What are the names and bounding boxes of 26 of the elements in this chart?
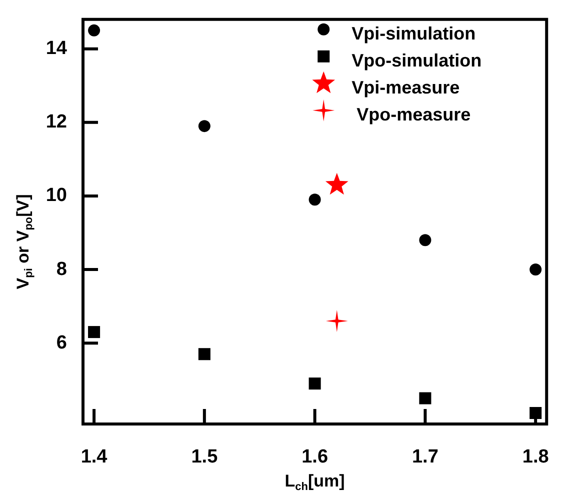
point xyxy=(198,120,210,132)
x-tick-label: 1.4 xyxy=(80,446,108,468)
point xyxy=(308,378,321,390)
y-tick-label: 12 xyxy=(46,112,67,133)
point xyxy=(88,24,100,36)
x-tick-label: 1.7 xyxy=(412,446,438,468)
point xyxy=(530,264,542,276)
point xyxy=(419,392,432,404)
point xyxy=(88,326,100,338)
y-tick-label: 8 xyxy=(56,258,67,280)
legend-label: Vpo-measure xyxy=(356,104,471,124)
point xyxy=(326,310,348,332)
y-tick-label: 6 xyxy=(56,332,67,354)
x-tick-label: 1.6 xyxy=(302,446,328,468)
x-tick-label: 1.5 xyxy=(191,446,218,468)
point xyxy=(419,234,432,246)
y-axis-title: Vpi or Vpo[V] xyxy=(14,194,36,290)
y-tick-label: 14 xyxy=(46,38,68,60)
point xyxy=(308,194,321,206)
legend-label: Vpi-measure xyxy=(352,77,460,98)
y-tick-label: 10 xyxy=(46,185,67,206)
legend-label: Vpo-simulation xyxy=(352,50,482,70)
point xyxy=(325,172,348,195)
x-tick-label: 1.8 xyxy=(522,446,549,468)
point xyxy=(198,348,210,360)
legend-label: Vpi-simulation xyxy=(352,23,476,44)
